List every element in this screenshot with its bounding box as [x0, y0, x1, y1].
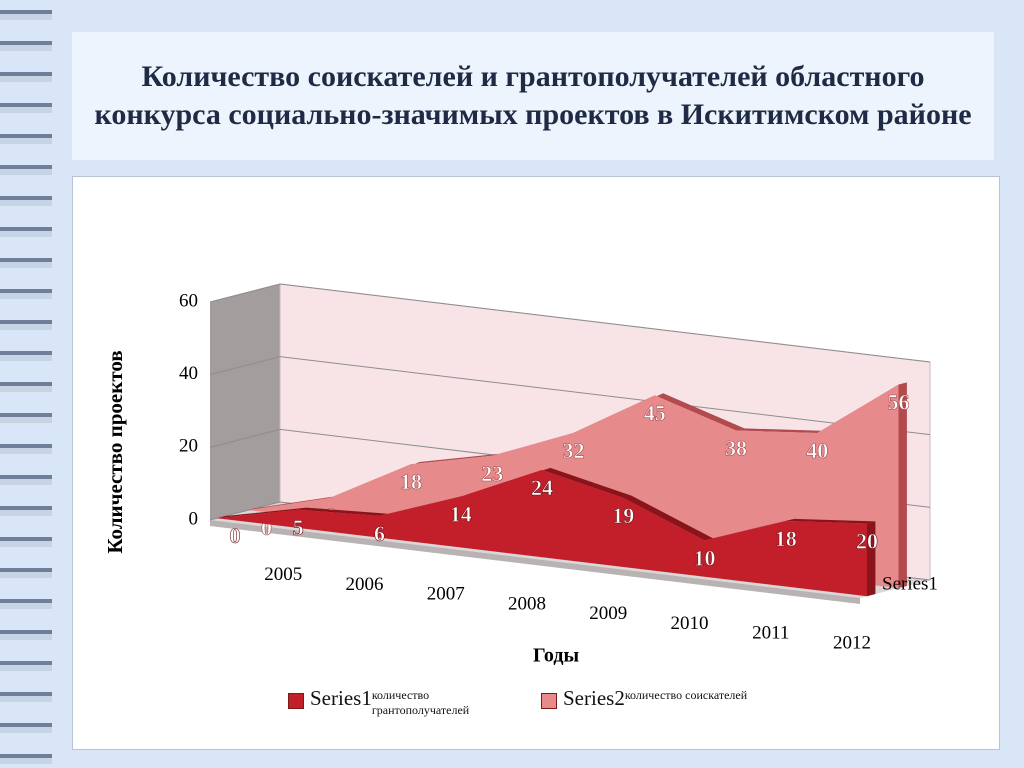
data-label: 18	[400, 469, 422, 494]
data-label: 56	[888, 390, 910, 415]
data-label: 24	[531, 475, 553, 500]
y-tick-label: 0	[189, 508, 199, 529]
area-side	[898, 382, 907, 589]
data-label: 19	[612, 503, 634, 528]
data-label: 18	[775, 526, 797, 551]
legend-label: Series2	[563, 686, 625, 710]
depth-label: Series1	[882, 573, 938, 594]
x-tick-label: 2011	[752, 623, 789, 644]
data-label: 6	[374, 521, 385, 546]
legend-label: Series1	[310, 686, 372, 710]
y-tick-label: 40	[179, 363, 198, 384]
x-tick-label: 2006	[346, 574, 384, 595]
data-label: 45	[644, 400, 666, 425]
grid-line	[209, 283, 931, 363]
data-label: 32	[563, 438, 585, 463]
legend-swatch	[541, 693, 557, 709]
data-label: 5	[293, 515, 304, 540]
legend-item: Series1 количество грантополучателей	[288, 686, 522, 718]
area-side	[867, 521, 876, 597]
grid-line	[209, 356, 931, 436]
legend-note: количество соискателей	[624, 688, 748, 702]
x-tick-label: 2012	[833, 632, 871, 653]
x-tick-label: 2008	[508, 593, 546, 614]
legend-item: Series2 количество соискателей	[541, 686, 775, 711]
x-tick-label: 2009	[589, 603, 627, 624]
floor-edge	[210, 520, 860, 604]
data-label: 20	[856, 529, 878, 554]
slide-title: Количество соискателей и грантополучател…	[72, 32, 994, 160]
x-tick-label: 2007	[427, 584, 465, 605]
data-label: 40	[806, 438, 828, 463]
x-tick-label: 2010	[671, 613, 709, 634]
y-tick-label: 60	[179, 290, 198, 311]
data-label: 38	[725, 436, 747, 461]
spiral-binding	[0, 0, 52, 768]
data-label: 23	[481, 461, 503, 486]
data-label: 0	[230, 523, 241, 548]
data-label: 14	[450, 502, 472, 527]
x-axis-title: Годы	[533, 645, 580, 667]
data-label: 0	[261, 515, 272, 540]
legend-note: количество грантополучателей	[371, 688, 470, 717]
y-tick-label: 20	[179, 436, 198, 457]
y-axis-title: Количество проектов	[103, 350, 127, 553]
area	[217, 470, 867, 597]
data-label: 10	[694, 545, 716, 570]
legend-swatch	[288, 693, 304, 709]
x-tick-label: 2005	[264, 564, 302, 585]
side-wall	[210, 284, 280, 520]
